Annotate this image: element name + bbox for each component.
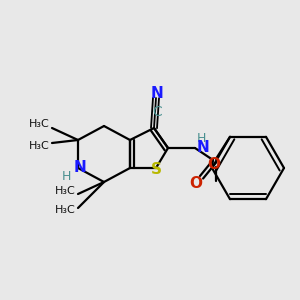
Text: H: H xyxy=(61,169,71,182)
Text: N: N xyxy=(151,85,164,100)
Text: H: H xyxy=(197,131,206,145)
Text: H₃C: H₃C xyxy=(29,141,50,151)
Text: N: N xyxy=(74,160,86,175)
Text: O: O xyxy=(190,176,202,191)
Text: C: C xyxy=(152,105,162,119)
Text: H₃C: H₃C xyxy=(55,205,76,215)
Text: H₃C: H₃C xyxy=(29,119,50,129)
Text: O: O xyxy=(208,157,220,172)
Text: H₃C: H₃C xyxy=(55,186,76,196)
Text: N: N xyxy=(197,140,210,155)
Text: S: S xyxy=(151,163,161,178)
